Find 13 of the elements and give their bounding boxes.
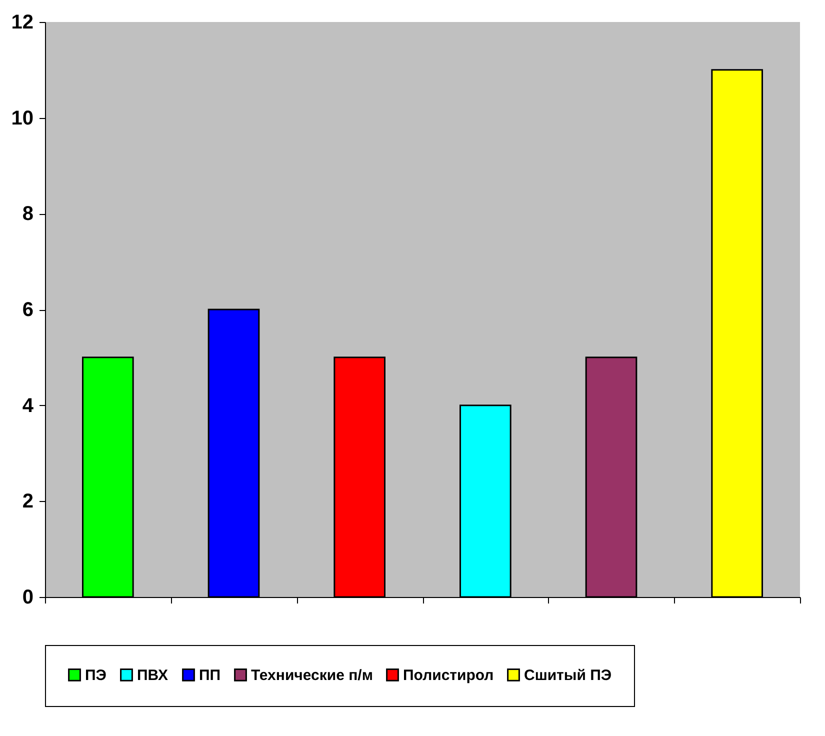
- y-tick-label: 10: [11, 107, 34, 130]
- legend-label: Полистирол: [403, 666, 494, 684]
- y-tick-label: 6: [22, 299, 34, 321]
- y-tick-label: 12: [11, 12, 34, 34]
- legend-label: Технические п/м: [251, 666, 373, 684]
- legend-label: Сшитый ПЭ: [524, 666, 612, 684]
- legend-label: ПВХ: [137, 666, 168, 684]
- y-tick-label: 8: [22, 203, 34, 226]
- legend-label: ПЭ: [85, 666, 107, 684]
- y-tick-label: 4: [22, 394, 34, 417]
- y-tick-label: 0: [22, 586, 34, 608]
- legend-label: ПП: [199, 666, 221, 684]
- y-tick-label: 2: [22, 490, 34, 513]
